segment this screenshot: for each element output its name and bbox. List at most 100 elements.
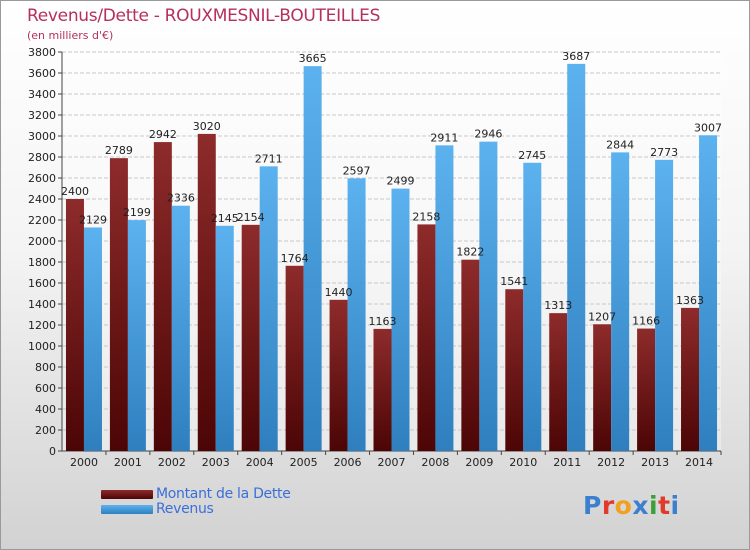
- bar-dette: [637, 328, 656, 451]
- y-tick-label: 2600: [28, 172, 56, 185]
- bar-dette: [241, 224, 260, 451]
- data-label-dette: 2942: [149, 128, 177, 141]
- data-label-dette: 1822: [456, 246, 484, 259]
- legend-label-revenus: Revenus: [156, 501, 214, 517]
- bar-revenus: [127, 220, 146, 451]
- legend-swatch-revenus: [101, 505, 153, 514]
- data-label-revenus: 2145: [211, 212, 239, 225]
- y-tick-label: 200: [35, 424, 56, 437]
- data-label-dette: 3020: [193, 120, 221, 133]
- legend-swatch-dette: [101, 490, 153, 499]
- x-tick-label: 2007: [378, 456, 406, 469]
- data-label-revenus: 2129: [79, 213, 107, 226]
- data-label-revenus: 2711: [255, 152, 283, 165]
- data-label-dette: 1313: [544, 299, 572, 312]
- x-tick-label: 2012: [597, 456, 625, 469]
- x-tick-label: 2009: [465, 456, 493, 469]
- data-label-dette: 1363: [676, 294, 704, 307]
- logo-letter: r: [601, 491, 615, 520]
- y-tick-label: 400: [35, 403, 56, 416]
- bar-revenus: [303, 66, 322, 452]
- proxiti-logo: Proxiti: [583, 491, 680, 520]
- data-label-revenus: 2597: [343, 164, 371, 177]
- y-tick-label: 3200: [28, 109, 56, 122]
- bar-dette: [417, 224, 436, 451]
- chart-subtitle: (en milliers d'€): [27, 29, 114, 42]
- data-label-dette: 2158: [412, 210, 440, 223]
- x-tick-label: 2004: [246, 456, 274, 469]
- chart-title: Revenus/Dette - ROUXMESNIL-BOUTEILLES: [27, 6, 381, 26]
- data-label-dette: 1541: [500, 275, 528, 288]
- logo-letter: o: [614, 491, 633, 520]
- x-tick-label: 2005: [290, 456, 318, 469]
- x-tick-label: 2001: [114, 456, 142, 469]
- data-label-dette: 1163: [369, 315, 397, 328]
- logo-letter: t: [658, 491, 671, 520]
- y-tick-label: 1800: [28, 256, 56, 269]
- bar-dette: [505, 289, 524, 451]
- y-tick-label: 1600: [28, 277, 56, 290]
- bar-revenus: [523, 162, 542, 451]
- y-tick-label: 0: [49, 445, 56, 458]
- bar-dette: [65, 199, 84, 451]
- bar-revenus: [171, 205, 190, 451]
- data-label-revenus: 2745: [518, 149, 546, 162]
- x-tick-label: 2002: [158, 456, 186, 469]
- bar-revenus: [83, 227, 102, 451]
- bar-revenus: [347, 178, 366, 451]
- data-label-dette: 1440: [325, 286, 353, 299]
- bar-dette: [197, 133, 216, 451]
- data-label-revenus: 3665: [299, 52, 327, 65]
- data-label-revenus: 3687: [562, 50, 590, 63]
- data-label-revenus: 2773: [650, 146, 678, 159]
- logo-letter: x: [632, 491, 649, 520]
- data-label-dette: 2154: [237, 211, 265, 224]
- data-label-revenus: 2336: [167, 192, 195, 205]
- bar-dette: [593, 324, 612, 451]
- x-tick-label: 2010: [509, 456, 537, 469]
- bar-dette: [549, 313, 568, 451]
- logo-letter: i: [670, 491, 680, 520]
- x-tick-label: 2000: [70, 456, 98, 469]
- x-tick-label: 2006: [334, 456, 362, 469]
- data-label-revenus: 2946: [474, 128, 502, 141]
- data-label-dette: 2789: [105, 144, 133, 157]
- bar-revenus: [699, 135, 718, 451]
- bar-dette: [373, 328, 392, 451]
- data-label-dette: 1764: [281, 252, 309, 265]
- bar-revenus: [391, 188, 410, 452]
- bar-revenus: [611, 152, 630, 451]
- x-tick-label: 2003: [202, 456, 230, 469]
- data-label-revenus: 2911: [430, 131, 458, 144]
- bar-revenus: [435, 145, 454, 451]
- data-label-revenus: 3007: [694, 121, 722, 134]
- bar-dette: [329, 299, 348, 451]
- bar-revenus: [215, 225, 234, 451]
- y-tick-label: 800: [35, 361, 56, 374]
- y-tick-label: 2400: [28, 193, 56, 206]
- y-tick-label: 1400: [28, 298, 56, 311]
- bar-revenus: [655, 159, 674, 451]
- y-tick-label: 3400: [28, 88, 56, 101]
- bar-dette: [285, 265, 304, 451]
- y-tick-label: 2800: [28, 151, 56, 164]
- bar-revenus: [567, 63, 586, 452]
- y-tick-label: 3000: [28, 130, 56, 143]
- y-tick-label: 2000: [28, 235, 56, 248]
- bar-dette: [461, 259, 480, 451]
- bar-dette: [109, 158, 128, 451]
- logo-letter: i: [649, 491, 659, 520]
- y-tick-label: 3800: [28, 46, 56, 59]
- y-tick-label: 3600: [28, 67, 56, 80]
- x-tick-label: 2014: [685, 456, 713, 469]
- y-tick-label: 2200: [28, 214, 56, 227]
- y-tick-label: 1200: [28, 319, 56, 332]
- x-tick-label: 2011: [553, 456, 581, 469]
- data-label-dette: 1207: [588, 310, 616, 323]
- bar-revenus: [479, 141, 498, 452]
- bar-dette: [681, 307, 700, 451]
- bar-dette: [153, 142, 172, 451]
- logo-letter: P: [583, 491, 602, 520]
